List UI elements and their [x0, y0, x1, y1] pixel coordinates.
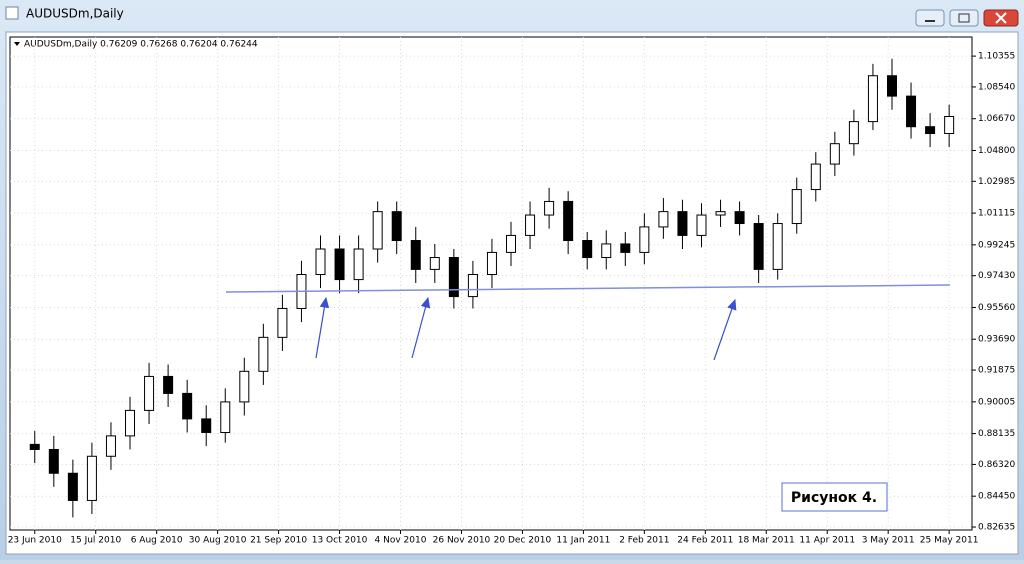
x-tick-label: 23 Jun 2010 [8, 536, 62, 546]
candle-body [944, 116, 955, 134]
y-tick-label: 1.04800 [978, 146, 1015, 156]
candle-body [506, 234, 517, 253]
candle-body [582, 240, 593, 259]
candle-body [715, 211, 726, 216]
candle-body [220, 401, 231, 433]
restore-glyph [958, 13, 970, 23]
y-tick-label: 0.86320 [978, 460, 1015, 470]
x-tick-label: 3 May 2011 [862, 536, 915, 546]
candle-body [410, 240, 421, 270]
plot-frame [9, 36, 973, 531]
candle-body [86, 455, 97, 501]
annotation: Рисунок 4. [791, 490, 877, 506]
minimize-button[interactable] [915, 9, 945, 27]
x-tick-label: 2 Feb 2011 [619, 536, 669, 546]
menu-triangle[interactable] [14, 42, 20, 46]
x-tick-label: 13 Oct 2010 [312, 536, 368, 546]
y-tick-label: 0.99245 [978, 240, 1015, 250]
candle-body [658, 211, 669, 228]
candle-body [886, 75, 897, 97]
x-tick-label: 6 Aug 2010 [131, 536, 183, 546]
candle-body [163, 375, 174, 394]
y-tick-label: 1.10355 [978, 52, 1015, 62]
candle-body [448, 257, 459, 298]
candle-body [353, 248, 364, 281]
x-tick-label: 15 Jul 2010 [70, 536, 121, 546]
x-tick-label: 4 Nov 2010 [375, 536, 427, 546]
y-tick-label: 0.91875 [978, 366, 1015, 376]
candle-body [867, 75, 878, 123]
y-tick-label: 0.88135 [978, 429, 1015, 439]
candle-body [486, 251, 497, 275]
y-tick-label: 1.08540 [978, 82, 1015, 92]
candle-body [372, 211, 383, 250]
candle-body [696, 214, 707, 236]
x-tick-label: 24 Feb 2011 [677, 536, 733, 546]
arrow [713, 298, 737, 361]
candle-body [391, 211, 402, 242]
arrow [411, 296, 431, 359]
candle-body [791, 189, 802, 225]
candle-body [925, 126, 936, 134]
candle-body [639, 226, 650, 253]
y-tick-label: 1.01115 [978, 209, 1015, 219]
candle-body [525, 214, 536, 236]
candle-body [620, 243, 631, 253]
x-tick-label: 21 Sep 2010 [250, 536, 307, 546]
candle-body [429, 257, 440, 270]
candle-body [544, 200, 555, 216]
candle-body [601, 243, 612, 259]
candle-body [239, 370, 250, 403]
candle-body [201, 418, 212, 433]
candle-body [29, 443, 40, 450]
candle-body [334, 248, 345, 281]
support-line [225, 284, 951, 293]
candle-body [144, 375, 155, 411]
x-tick-label: 11 Jan 2011 [556, 536, 610, 546]
candle-body [105, 435, 116, 457]
window-icon [5, 6, 19, 20]
candle-body [829, 143, 840, 165]
candle-body [563, 200, 574, 242]
arrow [315, 296, 330, 359]
x-tick-label: 25 May 2011 [920, 536, 979, 546]
candle-body [848, 121, 859, 145]
chart-area [5, 31, 1019, 555]
candle-body [48, 448, 59, 474]
candle-body [677, 211, 688, 236]
candle-body [315, 248, 326, 275]
x-tick-label: 18 Mar 2011 [738, 536, 795, 546]
y-tick-label: 0.82635 [978, 523, 1015, 533]
close-glyph [995, 12, 1007, 24]
candle-body [277, 307, 288, 338]
candle-body [258, 336, 269, 372]
candle-body [810, 163, 821, 191]
y-tick-label: 1.02985 [978, 177, 1015, 187]
candle-body [734, 211, 745, 225]
candle-body [182, 392, 193, 420]
x-tick-label: 26 Nov 2010 [433, 536, 491, 546]
candle-body [772, 223, 783, 270]
window-title: AUDUSDm,Daily [26, 7, 124, 21]
y-tick-label: 0.90005 [978, 397, 1015, 407]
candle-body [467, 273, 478, 298]
x-tick-label: 11 Apr 2011 [799, 536, 855, 546]
x-tick-label: 30 Aug 2010 [189, 536, 247, 546]
candle-body [906, 95, 917, 128]
candle-body [753, 223, 764, 270]
candle-body [67, 472, 78, 501]
candle-body [125, 409, 136, 437]
y-tick-label: 0.97430 [978, 271, 1015, 281]
y-tick-label: 0.95560 [978, 303, 1015, 313]
y-tick-label: 1.06670 [978, 114, 1015, 124]
chart-title: AUDUSDm,Daily 0.76209 0.76268 0.76204 0.… [24, 40, 258, 50]
y-tick-label: 0.84450 [978, 492, 1015, 502]
x-tick-label: 20 Dec 2010 [494, 536, 552, 546]
annotation-box [781, 482, 888, 512]
y-tick-label: 0.93690 [978, 335, 1015, 345]
restore-button[interactable] [949, 9, 979, 27]
